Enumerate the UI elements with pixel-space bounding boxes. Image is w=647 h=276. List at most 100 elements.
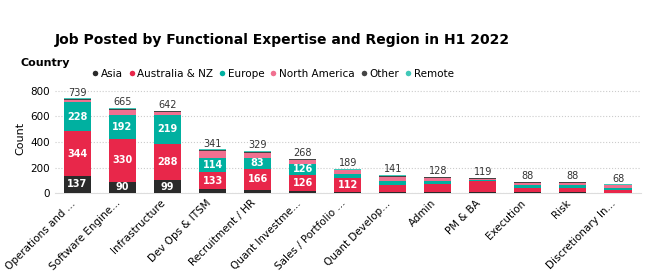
Bar bbox=[244, 158, 271, 169]
Bar bbox=[244, 190, 271, 193]
Text: 99: 99 bbox=[161, 182, 174, 192]
Bar bbox=[604, 185, 631, 188]
Bar bbox=[604, 184, 631, 185]
Bar bbox=[334, 174, 361, 177]
Bar bbox=[379, 192, 406, 193]
Bar bbox=[334, 171, 361, 174]
Bar bbox=[424, 178, 452, 181]
Text: 119: 119 bbox=[474, 167, 492, 177]
Bar bbox=[154, 115, 181, 144]
Bar bbox=[424, 192, 452, 193]
Bar bbox=[289, 160, 316, 164]
Bar bbox=[424, 177, 452, 178]
Text: 228: 228 bbox=[67, 112, 88, 122]
Bar bbox=[560, 185, 586, 188]
Text: Job Posted by Functional Expertise and Region in H1 2022: Job Posted by Functional Expertise and R… bbox=[55, 33, 510, 47]
Bar bbox=[514, 185, 542, 188]
Text: 128: 128 bbox=[428, 166, 447, 176]
Bar bbox=[64, 100, 91, 102]
Legend: Asia, Australia & NZ, Europe, North America, Other, Remote: Asia, Australia & NZ, Europe, North Amer… bbox=[93, 69, 454, 79]
Text: 126: 126 bbox=[292, 178, 313, 188]
Bar bbox=[289, 159, 316, 160]
Bar bbox=[469, 178, 496, 179]
Text: 329: 329 bbox=[248, 140, 267, 150]
Text: 739: 739 bbox=[69, 87, 87, 97]
Bar bbox=[199, 158, 226, 172]
Bar bbox=[514, 192, 542, 193]
Bar bbox=[379, 177, 406, 181]
Bar bbox=[469, 180, 496, 181]
Bar bbox=[289, 164, 316, 175]
Bar bbox=[154, 111, 181, 112]
Bar bbox=[154, 112, 181, 115]
Text: 88: 88 bbox=[567, 171, 579, 181]
Bar bbox=[64, 102, 91, 131]
Text: 88: 88 bbox=[521, 171, 534, 181]
Bar bbox=[109, 109, 136, 110]
Bar bbox=[514, 183, 542, 185]
Bar bbox=[199, 149, 226, 150]
Text: 114: 114 bbox=[203, 160, 223, 170]
Bar bbox=[604, 190, 631, 193]
Bar bbox=[64, 176, 91, 193]
Bar bbox=[154, 144, 181, 181]
Text: 83: 83 bbox=[251, 158, 265, 168]
Bar bbox=[64, 98, 91, 99]
Bar bbox=[334, 192, 361, 193]
Text: 341: 341 bbox=[203, 139, 222, 149]
Text: 642: 642 bbox=[159, 100, 177, 110]
Bar bbox=[109, 108, 136, 109]
Text: 330: 330 bbox=[113, 155, 133, 166]
Text: 133: 133 bbox=[203, 176, 223, 186]
Bar bbox=[560, 182, 586, 183]
Text: 141: 141 bbox=[384, 164, 402, 174]
Text: 268: 268 bbox=[294, 148, 312, 158]
Bar bbox=[560, 192, 586, 193]
Bar bbox=[244, 152, 271, 153]
Bar bbox=[244, 151, 271, 152]
Text: 288: 288 bbox=[157, 157, 178, 167]
Bar bbox=[379, 185, 406, 192]
Bar bbox=[109, 115, 136, 139]
Bar bbox=[604, 188, 631, 190]
Bar bbox=[109, 182, 136, 193]
Text: 344: 344 bbox=[67, 148, 87, 158]
Bar bbox=[514, 182, 542, 183]
Bar bbox=[64, 99, 91, 100]
Bar bbox=[560, 188, 586, 192]
Bar bbox=[469, 181, 496, 192]
Bar bbox=[379, 175, 406, 176]
Bar bbox=[199, 172, 226, 189]
Y-axis label: Count: Count bbox=[15, 121, 25, 155]
Bar bbox=[64, 131, 91, 176]
Bar bbox=[199, 150, 226, 152]
Bar bbox=[379, 181, 406, 185]
Text: 192: 192 bbox=[113, 122, 133, 132]
Text: Country: Country bbox=[21, 59, 71, 68]
Bar bbox=[109, 110, 136, 115]
Text: 90: 90 bbox=[116, 182, 129, 192]
Text: 126: 126 bbox=[292, 164, 313, 174]
Bar bbox=[334, 169, 361, 171]
Bar bbox=[289, 175, 316, 191]
Bar bbox=[469, 179, 496, 180]
Text: 112: 112 bbox=[338, 180, 358, 190]
Bar bbox=[424, 181, 452, 184]
Bar bbox=[289, 191, 316, 193]
Bar bbox=[379, 176, 406, 177]
Bar bbox=[469, 192, 496, 193]
Bar bbox=[199, 152, 226, 158]
Bar bbox=[334, 177, 361, 192]
Bar bbox=[199, 189, 226, 193]
Bar bbox=[154, 181, 181, 193]
Bar bbox=[560, 183, 586, 185]
Bar bbox=[244, 153, 271, 158]
Bar bbox=[109, 139, 136, 182]
Text: 166: 166 bbox=[248, 174, 268, 184]
Text: 137: 137 bbox=[67, 179, 87, 189]
Text: 68: 68 bbox=[612, 174, 624, 184]
Bar bbox=[244, 169, 271, 190]
Bar bbox=[424, 184, 452, 192]
Text: 665: 665 bbox=[113, 97, 132, 107]
Text: 219: 219 bbox=[157, 124, 178, 134]
